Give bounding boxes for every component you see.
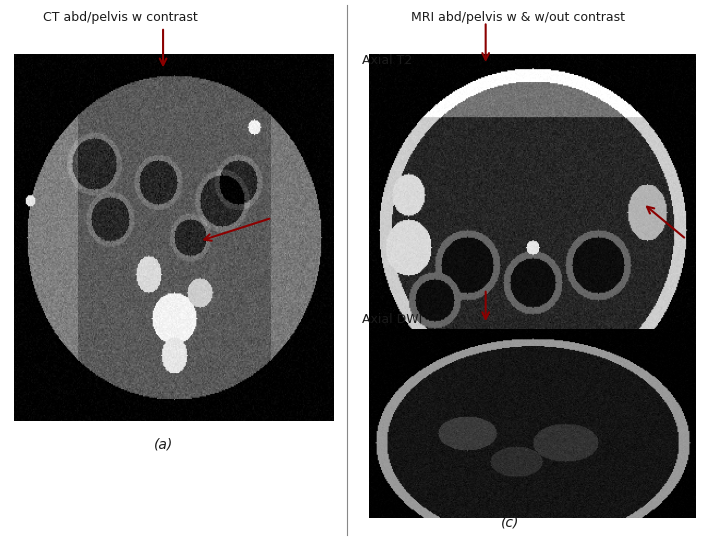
Text: (b): (b) [501, 421, 520, 435]
Text: Axial T2: Axial T2 [362, 54, 412, 67]
Text: (c): (c) [501, 515, 520, 529]
Text: (a): (a) [153, 437, 173, 451]
Text: Axial DWI: Axial DWI [362, 313, 422, 326]
Text: MRI abd/pelvis w & w/out contrast: MRI abd/pelvis w & w/out contrast [411, 11, 625, 24]
Text: CT abd/pelvis w contrast: CT abd/pelvis w contrast [43, 11, 198, 24]
